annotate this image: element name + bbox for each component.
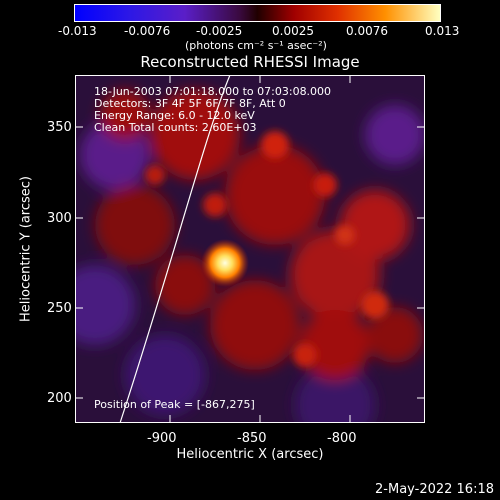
info-clean-counts: Clean Total counts: 2.60E+03	[94, 121, 257, 134]
y-tick-label: 250	[47, 301, 72, 316]
info-time-range: 18-Jun-2003 07:01:18.000 to 07:03:08.000	[94, 85, 332, 98]
x-axis-label: Heliocentric X (arcsec)	[176, 447, 324, 462]
colorbar-frame	[74, 4, 441, 22]
peak-position-label: Position of Peak = [-867,275]	[94, 398, 255, 411]
y-tick-label: 300	[47, 211, 72, 226]
colorbar-tick-label: -0.013	[58, 24, 97, 38]
y-tick-label: 350	[47, 120, 72, 135]
colorbar-tick-label: -0.0076	[124, 24, 171, 38]
plot-title: Reconstructed RHESSI Image	[140, 53, 360, 71]
x-tick-label: -800	[327, 431, 357, 446]
colorbar-units: (photons cm⁻² s⁻¹ asec⁻²)	[185, 39, 327, 52]
info-energy-range: Energy Range: 6.0 - 12.0 keV	[94, 109, 255, 122]
plot-frame	[75, 75, 425, 423]
colorbar-tick-label: 0.013	[425, 24, 460, 38]
timestamp: 2-May-2022 16:18	[375, 482, 494, 497]
colorbar-tick-label: -0.0025	[196, 24, 243, 38]
observation-info: 18-Jun-2003 07:01:18.000 to 07:03:08.000…	[94, 86, 331, 134]
x-tick-label: -850	[237, 431, 267, 446]
rhessi-image	[75, 75, 425, 423]
x-tick-label: -900	[147, 431, 177, 446]
colorbar-tick-label: 0.0076	[346, 24, 388, 38]
y-axis-label: Heliocentric Y (arcsec)	[18, 176, 34, 322]
info-detectors: Detectors: 3F 4F 5F 6F 7F 8F, Att 0	[94, 97, 286, 110]
y-tick-label: 200	[47, 391, 72, 406]
colorbar	[75, 5, 440, 21]
colorbar-tick-label: 0.0025	[272, 24, 314, 38]
